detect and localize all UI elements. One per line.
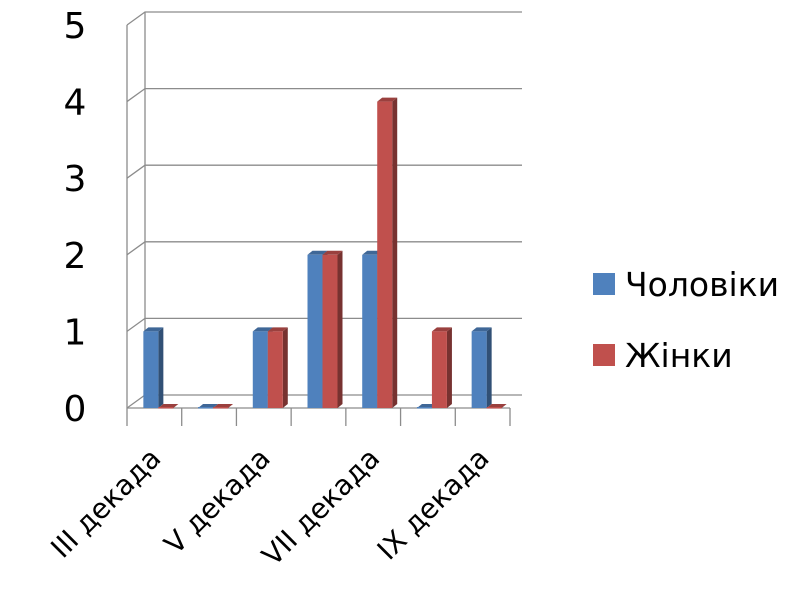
bar-top — [267, 327, 288, 332]
x-tick-label: IX декада — [371, 442, 496, 567]
bar-side — [282, 327, 288, 408]
gridline — [126, 164, 522, 179]
bar-side — [446, 327, 452, 408]
bar — [143, 331, 159, 408]
x-tick-label: V декада — [158, 442, 277, 561]
bar-top — [307, 250, 328, 255]
bar — [213, 407, 229, 409]
bar-side — [392, 97, 398, 408]
y-tick-label: 0 — [64, 389, 87, 430]
bar-top — [143, 327, 164, 332]
y-axis: 0 1 2 3 4 5 — [64, 6, 128, 430]
bar — [362, 254, 378, 408]
bar — [252, 331, 268, 408]
bar-top — [377, 97, 398, 102]
bar — [267, 331, 283, 408]
legend: Чоловіки Жінки — [593, 265, 779, 375]
legend-swatch — [593, 344, 615, 366]
bar-side — [337, 250, 343, 408]
gridline — [126, 11, 522, 26]
y-tick-label: 3 — [64, 159, 87, 200]
bar-top — [252, 327, 273, 332]
bar-top — [322, 250, 343, 255]
bar — [307, 254, 323, 408]
x-tick-label: VII декада — [256, 442, 387, 573]
y-tick-label: 5 — [64, 6, 87, 47]
bar — [322, 254, 338, 408]
bar — [377, 101, 393, 408]
bar-top — [431, 327, 452, 332]
bar — [158, 407, 174, 409]
bar-side — [486, 327, 492, 408]
y-tick-label: 1 — [64, 312, 87, 353]
bar — [431, 331, 447, 408]
y-tick-label: 4 — [64, 83, 87, 124]
bar — [198, 407, 214, 409]
bar — [486, 407, 502, 409]
bar-series — [143, 97, 507, 409]
y-tick-label: 2 — [64, 236, 87, 277]
bar — [471, 331, 487, 408]
x-tick-label: III декада — [44, 442, 167, 565]
legend-swatch — [593, 273, 615, 295]
bar-top — [471, 327, 492, 332]
legend-label: Жінки — [625, 336, 733, 375]
legend-label: Чоловіки — [625, 265, 779, 304]
bar — [416, 407, 432, 409]
bar-side — [158, 327, 164, 408]
gridline — [126, 87, 522, 103]
